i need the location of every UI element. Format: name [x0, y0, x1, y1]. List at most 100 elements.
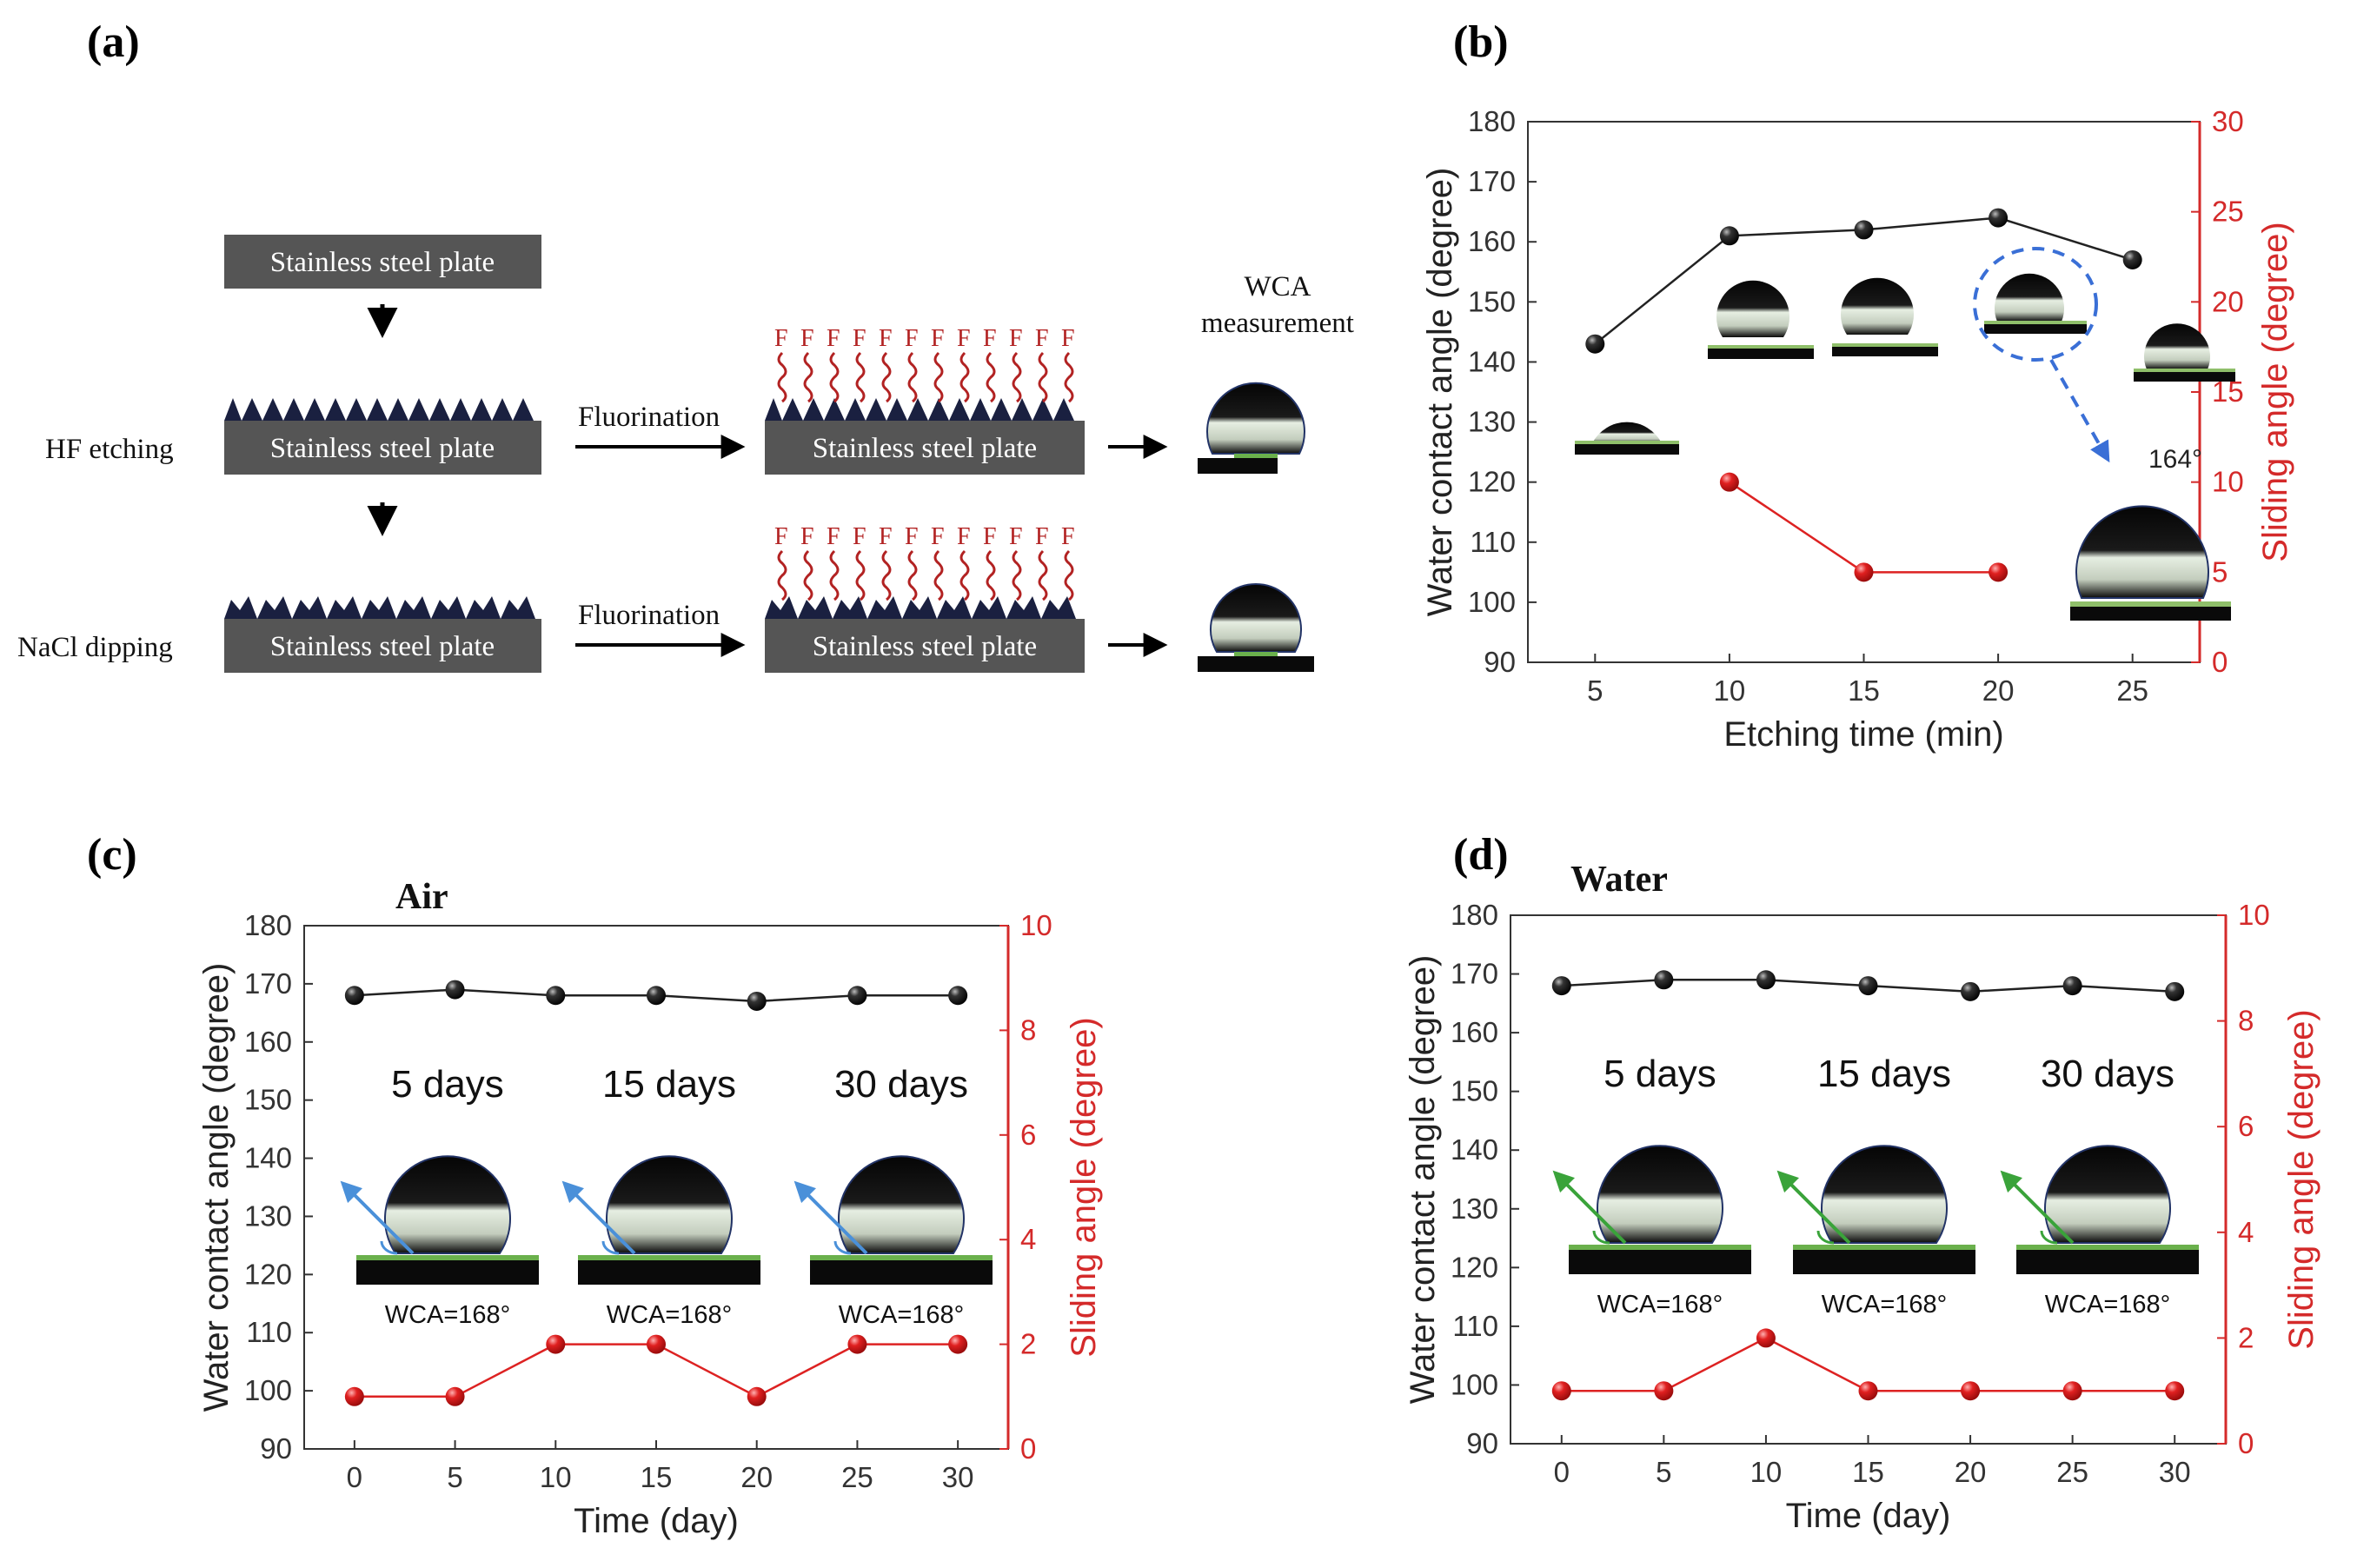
fluorine-symbol: F: [827, 523, 840, 550]
fluorine-symbol: F: [774, 325, 788, 352]
fluorine-symbol: F: [931, 523, 945, 550]
panel-a-letter: (a): [87, 17, 140, 67]
sliding-data-point: [1854, 562, 1874, 582]
inset-surface: [356, 1255, 539, 1260]
inset-surface: [810, 1255, 993, 1260]
wca-data-point: [344, 986, 364, 1006]
plate-nacl-label: Stainless steel plate: [270, 631, 495, 662]
fluorine-chain: [1012, 549, 1022, 601]
hf-etching-label: HF etching: [45, 434, 174, 465]
wca-data-point: [445, 980, 465, 1000]
panel-b-letter: (b): [1453, 17, 1509, 67]
x-tick-label: 15: [1848, 674, 1880, 707]
fluorine-symbol: F: [879, 325, 893, 352]
wca-data-point: [948, 986, 968, 1006]
fluorine-symbol: F: [957, 523, 971, 550]
fluorine-symbol: F: [957, 325, 971, 352]
inset-substrate: [578, 1260, 760, 1285]
y-axis-title: Water contact angle (degree): [1421, 168, 1459, 617]
y2-tick-label: 0: [2212, 646, 2228, 678]
y2-axis-title: Sliding angle (degree): [2256, 222, 2294, 561]
fluorine-chain: [959, 351, 970, 403]
fluorine-chain: [1064, 549, 1074, 601]
panel-b-chart: (b) 90 100 110 120 130 140 150 160 170 180 0 5 10 15 2…: [1421, 17, 2294, 754]
y2-tick-label: 4: [2238, 1216, 2254, 1248]
inset-wca-label: WCA=168°: [385, 1301, 511, 1329]
x-tick-label: 20: [740, 1461, 773, 1493]
wca-label-line2: measurement: [1201, 308, 1354, 339]
y-tick-label: 180: [1468, 105, 1516, 137]
x-tick-label: 30: [942, 1461, 974, 1493]
y2-tick-label: 0: [2238, 1427, 2254, 1459]
y2-tick-label: 25: [2212, 196, 2244, 228]
y2-tick-label: 8: [1020, 1013, 1036, 1046]
inset-substrate: [1569, 1250, 1751, 1274]
inset-droplet: [2044, 1145, 2171, 1244]
sliding-data-point: [1719, 472, 1739, 492]
fluorine-chain: [803, 351, 813, 403]
fluorinated-spikes: [765, 398, 1085, 421]
y-tick-label: 140: [1451, 1133, 1498, 1166]
contact-angle-arrow: [1552, 1170, 1627, 1245]
fluorinated-crystals: [765, 596, 1076, 619]
x-tick-label: 5: [1587, 674, 1603, 707]
contact-angle-arc: [833, 1240, 852, 1255]
y-tick-label: 110: [1452, 1310, 1498, 1342]
y-tick-label: 150: [1451, 1075, 1498, 1107]
fluorine-chain: [1038, 351, 1048, 403]
highlight-arrow: [2049, 359, 2110, 463]
insets-d: 5 days WCA=168° 15 days WCA=168° 30 days WCA=…: [1552, 1053, 2199, 1319]
panel-a-schematic: (a) Stainless steel plate Stainless stee…: [17, 17, 1354, 673]
fluorine-symbol: F: [931, 325, 945, 352]
panel-d-title: Water: [1570, 860, 1668, 900]
inset-day-label: 30 days: [2041, 1053, 2174, 1095]
droplet-b-large: [2070, 505, 2231, 621]
fluorination-label-1: Fluorination: [578, 402, 720, 433]
sliding-data-point: [1961, 1381, 1981, 1401]
sliding-data-point: [1654, 1381, 1674, 1401]
inset-wca-label: WCA=168°: [839, 1301, 965, 1329]
plate-fluor-2-label: Stainless steel plate: [813, 631, 1037, 662]
y-tick-label: 90: [1484, 646, 1516, 678]
y-tick-label: 160: [1468, 225, 1516, 257]
y2-tick-label: 10: [2212, 466, 2244, 498]
fluorine-symbol: F: [800, 523, 814, 550]
y-tick-label: 110: [246, 1316, 292, 1348]
plate-hf: [224, 421, 541, 475]
sliding-data-point: [1756, 1328, 1776, 1348]
y-tick-label: 110: [1470, 526, 1516, 558]
plate-fluor-1: [765, 421, 1085, 475]
plate-fluor-1-label: Stainless steel plate: [813, 433, 1037, 464]
insets-c: 5 days WCA=168° 15 days WCA=168° 30 days WCA=…: [340, 1063, 993, 1329]
inset-surface: [2016, 1245, 2199, 1250]
wca-data-point: [847, 986, 867, 1006]
panel-c-title: Air: [395, 877, 448, 917]
x-axis-title: Time (day): [574, 1502, 739, 1540]
y2-tick-label: 6: [2238, 1110, 2254, 1142]
fluorine-symbol: F: [905, 523, 919, 550]
y-tick-label: 170: [244, 967, 292, 1000]
wca-data-point: [647, 986, 666, 1006]
inset-day-label: 15 days: [1817, 1053, 1951, 1095]
y2-axis-title: Sliding angle (degree): [1065, 1017, 1103, 1357]
y2-tick-label: 5: [2212, 555, 2228, 588]
x-tick-label: 25: [2056, 1456, 2088, 1488]
inset-day-label: 5 days: [1603, 1053, 1716, 1095]
fluorine-chain: [855, 549, 866, 601]
contact-angle-arrow: [2000, 1170, 2075, 1245]
inset-droplet: [384, 1155, 511, 1254]
inset-substrate: [356, 1260, 539, 1285]
x-tick-label: 20: [1955, 1456, 1987, 1488]
fluorine-symbol: F: [853, 523, 866, 550]
wca-data-point: [1756, 970, 1776, 990]
y2-tick-label: 4: [1020, 1223, 1036, 1255]
droplet-b-5min: [1575, 422, 1679, 455]
wca-data-point: [1858, 976, 1878, 996]
inset-droplet: [606, 1155, 733, 1254]
fluorine-symbol: F: [1061, 325, 1075, 352]
wca-data-point: [2062, 976, 2082, 996]
wca-data-point: [546, 986, 566, 1006]
fluorine-chain: [959, 549, 970, 601]
y2-tick-label: 30: [2212, 105, 2244, 137]
